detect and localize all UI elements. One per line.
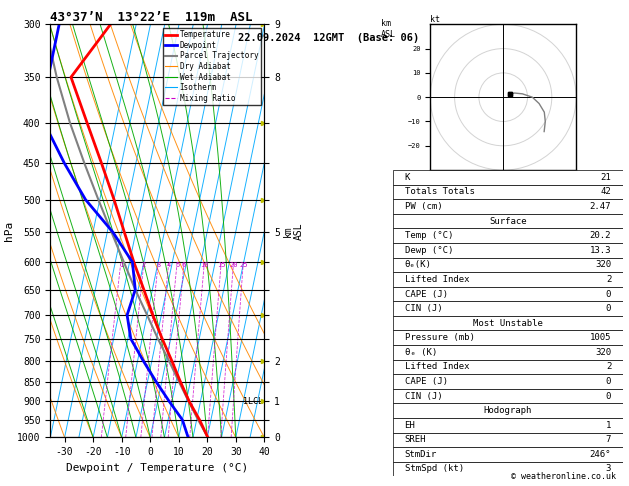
Bar	[393, 287, 623, 301]
Text: © weatheronline.co.uk: © weatheronline.co.uk	[511, 472, 616, 481]
Text: 43°37’N  13°22’E  119m  ASL: 43°37’N 13°22’E 119m ASL	[50, 11, 253, 24]
Text: CAPE (J): CAPE (J)	[404, 290, 448, 298]
Bar	[393, 433, 623, 447]
Bar	[393, 447, 623, 462]
Y-axis label: km
ASL: km ASL	[282, 222, 304, 240]
Bar	[393, 214, 623, 228]
Text: θₑ(K): θₑ(K)	[404, 260, 431, 269]
Text: θₑ (K): θₑ (K)	[404, 348, 437, 357]
Text: 21: 21	[601, 173, 611, 182]
Text: 246°: 246°	[590, 450, 611, 459]
Text: 1: 1	[119, 262, 123, 268]
Text: StmDir: StmDir	[404, 450, 437, 459]
Text: 2.47: 2.47	[590, 202, 611, 211]
Text: K: K	[404, 173, 410, 182]
Text: Temp (°C): Temp (°C)	[404, 231, 453, 240]
Bar	[393, 360, 623, 374]
Text: 22.09.2024  12GMT  (Base: 06): 22.09.2024 12GMT (Base: 06)	[238, 33, 420, 43]
Legend: Temperature, Dewpoint, Parcel Trajectory, Dry Adiabat, Wet Adiabat, Isotherm, Mi: Temperature, Dewpoint, Parcel Trajectory…	[163, 28, 260, 105]
Text: 2: 2	[606, 275, 611, 284]
Text: Lifted Index: Lifted Index	[404, 275, 469, 284]
Text: kt: kt	[430, 15, 440, 24]
Text: 6: 6	[182, 262, 186, 268]
Bar	[393, 228, 623, 243]
Text: EH: EH	[404, 421, 415, 430]
Text: 0: 0	[606, 290, 611, 298]
Text: 4: 4	[167, 262, 171, 268]
Bar	[393, 345, 623, 360]
Bar	[393, 170, 623, 185]
Text: 20.2: 20.2	[590, 231, 611, 240]
Text: 3: 3	[606, 465, 611, 473]
Text: 25: 25	[239, 262, 248, 268]
Bar	[393, 462, 623, 476]
Bar	[393, 316, 623, 330]
Bar	[393, 272, 623, 287]
Text: 1: 1	[606, 421, 611, 430]
Text: 320: 320	[595, 348, 611, 357]
Text: CIN (J): CIN (J)	[404, 304, 442, 313]
X-axis label: Dewpoint / Temperature (°C): Dewpoint / Temperature (°C)	[66, 463, 248, 473]
Text: 13.3: 13.3	[590, 246, 611, 255]
Text: 1005: 1005	[590, 333, 611, 342]
Text: km
ASL: km ASL	[381, 19, 396, 39]
Text: 10: 10	[200, 262, 209, 268]
Text: 7: 7	[606, 435, 611, 444]
Text: CAPE (J): CAPE (J)	[404, 377, 448, 386]
Bar	[393, 301, 623, 316]
Text: Surface: Surface	[489, 217, 526, 226]
Text: 0: 0	[606, 392, 611, 400]
Bar	[393, 243, 623, 258]
Bar	[393, 185, 623, 199]
Bar	[393, 389, 623, 403]
Bar	[393, 330, 623, 345]
Text: 320: 320	[595, 260, 611, 269]
Text: StmSpd (kt): StmSpd (kt)	[404, 465, 464, 473]
Text: PW (cm): PW (cm)	[404, 202, 442, 211]
Bar	[393, 199, 623, 214]
Text: Most Unstable: Most Unstable	[473, 319, 543, 328]
Text: Lifted Index: Lifted Index	[404, 363, 469, 371]
Text: 0: 0	[606, 304, 611, 313]
Text: Dewp (°C): Dewp (°C)	[404, 246, 453, 255]
Text: 2: 2	[606, 363, 611, 371]
Text: 5: 5	[175, 262, 179, 268]
Text: 2: 2	[142, 262, 146, 268]
Text: Pressure (mb): Pressure (mb)	[404, 333, 474, 342]
Text: 20: 20	[230, 262, 238, 268]
Text: 3: 3	[156, 262, 160, 268]
Text: 42: 42	[601, 188, 611, 196]
Bar	[393, 403, 623, 418]
Text: 0: 0	[606, 377, 611, 386]
Y-axis label: hPa: hPa	[4, 221, 14, 241]
Text: 15: 15	[217, 262, 225, 268]
Bar	[393, 374, 623, 389]
Text: SREH: SREH	[404, 435, 426, 444]
Text: 1LCL: 1LCL	[243, 397, 263, 406]
Text: Totals Totals: Totals Totals	[404, 188, 474, 196]
Bar	[393, 418, 623, 433]
Bar	[393, 258, 623, 272]
Text: CIN (J): CIN (J)	[404, 392, 442, 400]
Text: Hodograph: Hodograph	[484, 406, 532, 415]
